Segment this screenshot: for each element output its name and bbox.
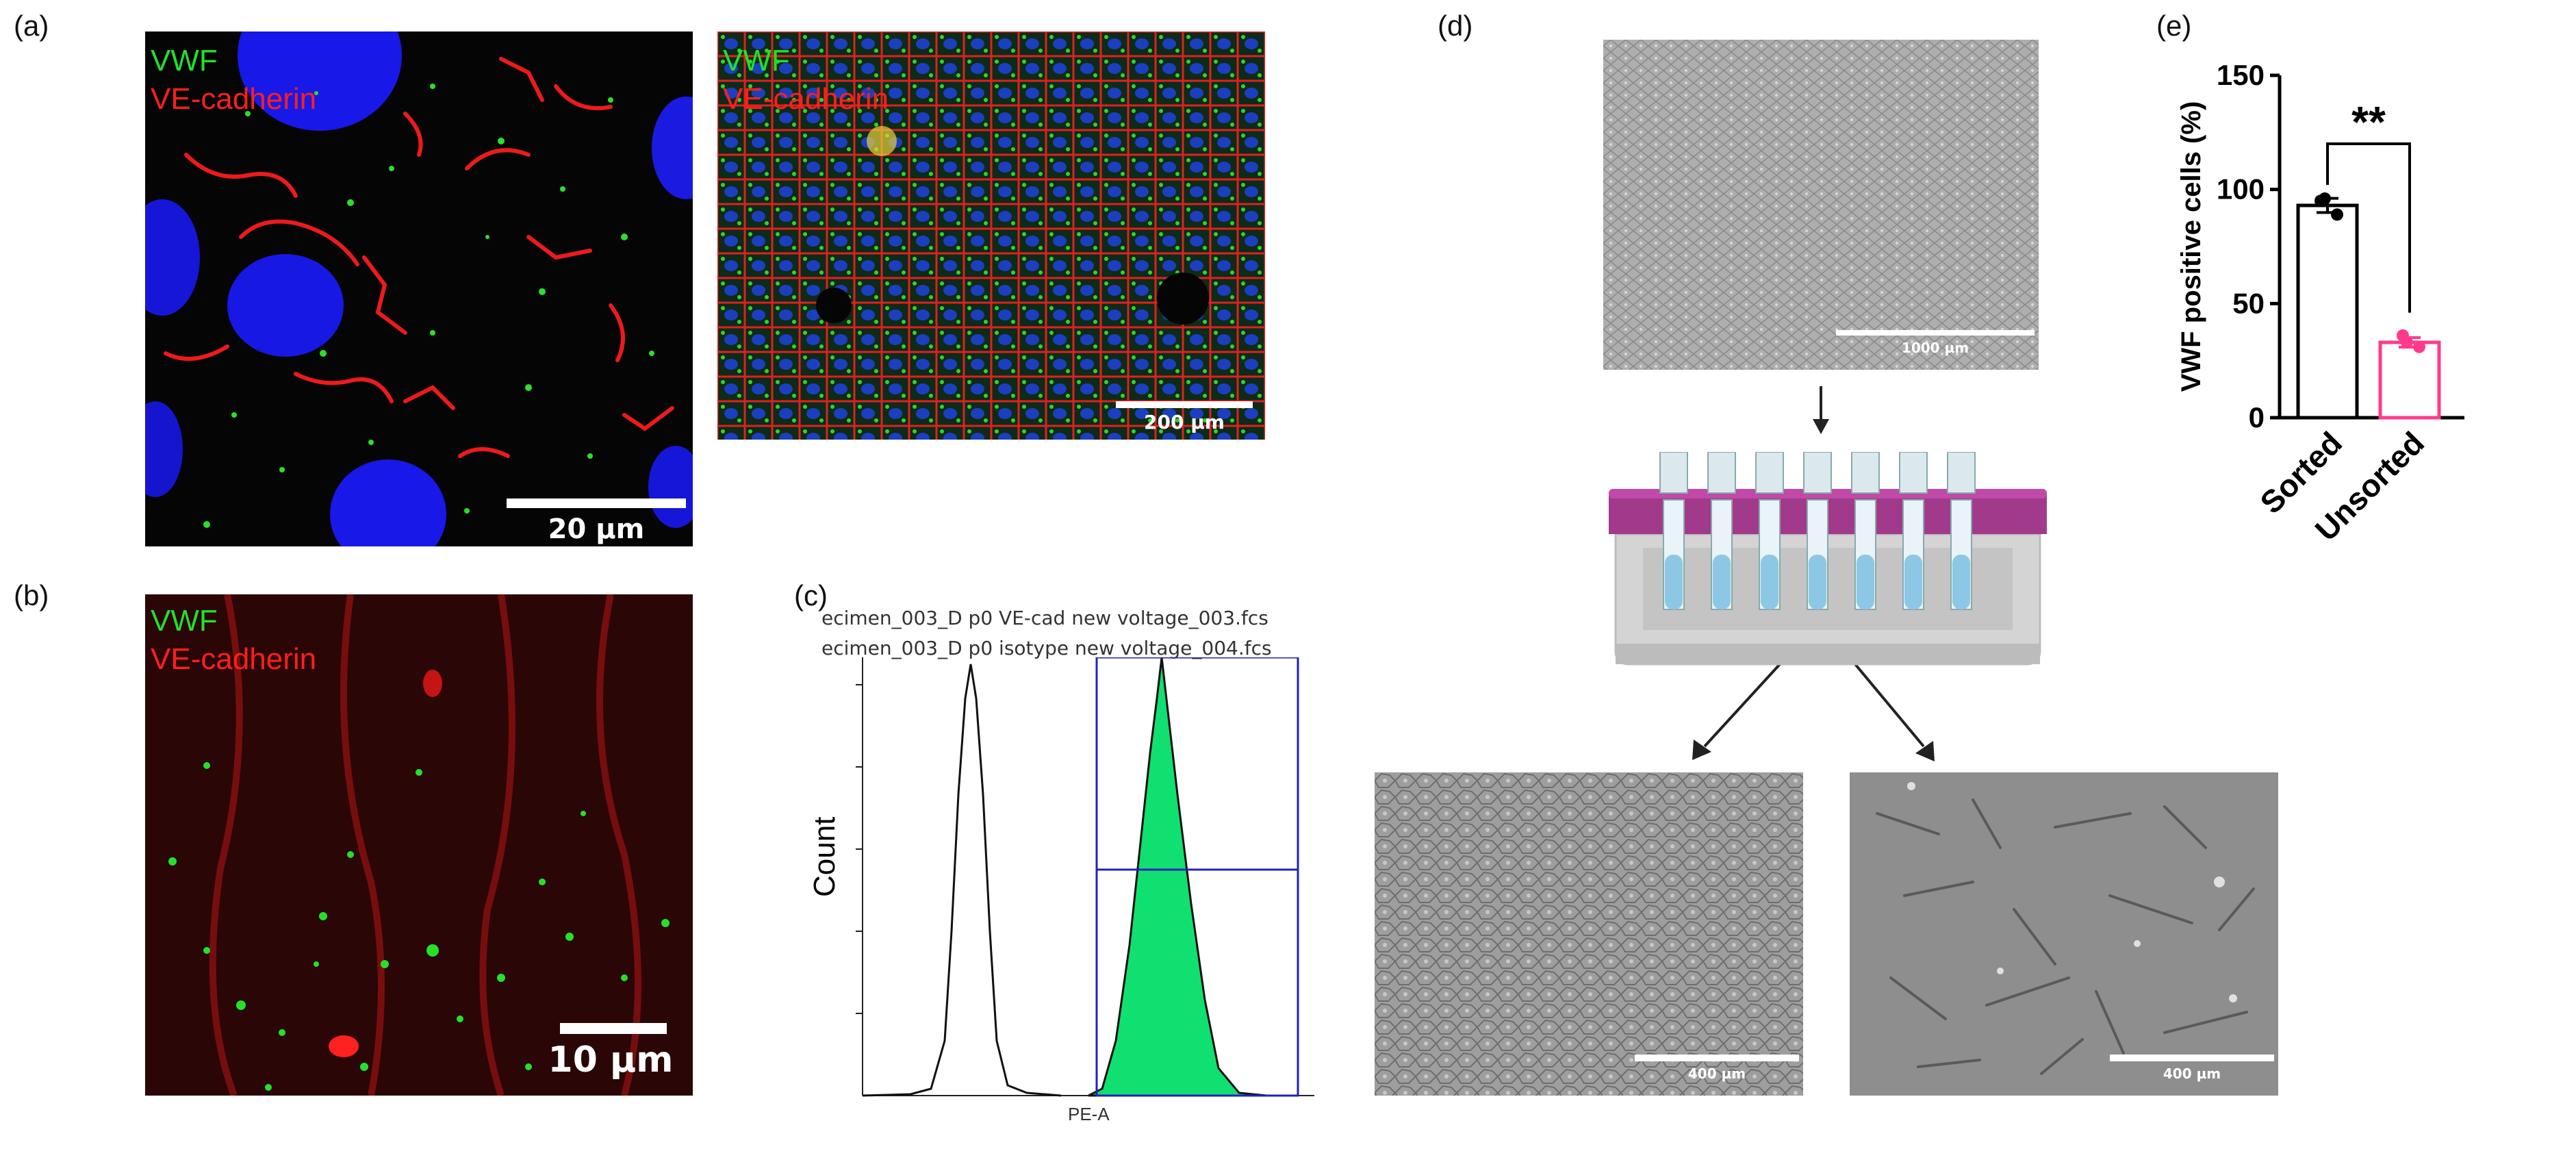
y-tick-label: 150 [2217, 59, 2265, 91]
tissue-section-graphic [145, 594, 693, 1096]
bar-unsorted [2378, 340, 2441, 420]
panel-d-letter: (d) [1438, 10, 1473, 42]
vecadherin-label: VE-cadherin [151, 82, 317, 116]
histogram-x-label: PE-A [1068, 1104, 1110, 1124]
data-point [2413, 340, 2425, 353]
data-point [2319, 192, 2331, 205]
arrow-down-icon [1813, 386, 1829, 434]
scale-bar [1116, 401, 1253, 408]
phase-contrast-graphic [1603, 40, 2039, 370]
positive-gate [1095, 657, 1299, 1097]
significance-bracket [2326, 142, 2411, 313]
arrow-left-down-icon [1692, 663, 1781, 760]
vecad-histogram [1088, 657, 1267, 1097]
panel-b-letter: (b) [14, 579, 49, 611]
scale-bar [560, 1023, 667, 1034]
flow-histogram [856, 657, 1314, 1097]
scale-bar [507, 498, 686, 508]
scale-bar-label: 20 µm [548, 514, 645, 545]
y-tick-label: 0 [2249, 401, 2265, 433]
bar-sorted [2296, 203, 2359, 420]
panel-d-top-image: 1000 µm [1603, 40, 2039, 370]
isotype-histogram [862, 664, 1062, 1097]
confocal-cells-graphic [145, 31, 693, 546]
data-point [2401, 336, 2413, 349]
scale-bar [2110, 1055, 2274, 1061]
scale-bar-label: 400 µm [2163, 1065, 2221, 1082]
fcs-legend-isotype: ecimen_003_D p0 isotype new voltage_004.… [821, 637, 1272, 659]
panel-a-confocal-image: VWF VE-cadherin 20 µm [145, 31, 693, 546]
vwf-label: VWF [151, 44, 218, 77]
significance-label: ** [2351, 97, 2386, 147]
y-axis-label: VWF positive cells (%) [2177, 101, 2206, 392]
scale-bar-label: 1000 µm [1901, 340, 1969, 356]
confluent-monolayer-graphic [717, 31, 1265, 440]
histogram-y-label: Count [808, 816, 841, 897]
tube-group [1659, 452, 1976, 610]
panel-c-letter: (c) [794, 579, 828, 611]
vecadherin-label: VE-cadherin [723, 82, 889, 116]
data-point [2331, 208, 2343, 221]
panel-d-sorted-image: 400 µm [1375, 772, 1803, 1096]
phase-contrast-graphic [1375, 772, 1803, 1096]
scale-bar [1635, 1055, 1799, 1061]
panel-d-unsorted-image: 400 µm [1850, 772, 2278, 1096]
panel-e-letter: (e) [2156, 10, 2192, 42]
scale-bar-label: 400 µm [1687, 1065, 1746, 1082]
tube-rack-illustration [1609, 452, 2047, 666]
vwf-label: VWF [723, 44, 790, 77]
scale-bar [1836, 330, 2035, 336]
y-tick-label: 100 [2217, 173, 2265, 205]
panel-a-letter: (a) [14, 10, 49, 42]
phase-contrast-graphic [1850, 772, 2278, 1096]
vecadherin-label: VE-cadherin [151, 642, 317, 676]
y-tick-label: 50 [2232, 287, 2265, 319]
arrow-right-down-icon [1854, 663, 1935, 761]
panel-a-wide-image: VWF VE-cadherin 200 µm [717, 31, 1265, 440]
scale-bar-label: 10 µm [548, 1039, 674, 1081]
panel-b-image: VWF VE-cadherin 10 µm [145, 594, 693, 1096]
fcs-legend-vecad: ecimen_003_D p0 VE-cad new voltage_003.f… [821, 607, 1268, 629]
scale-bar-label: 200 µm [1144, 411, 1225, 433]
histogram-y-ticks [856, 684, 863, 1014]
vwf-label: VWF [151, 604, 218, 637]
